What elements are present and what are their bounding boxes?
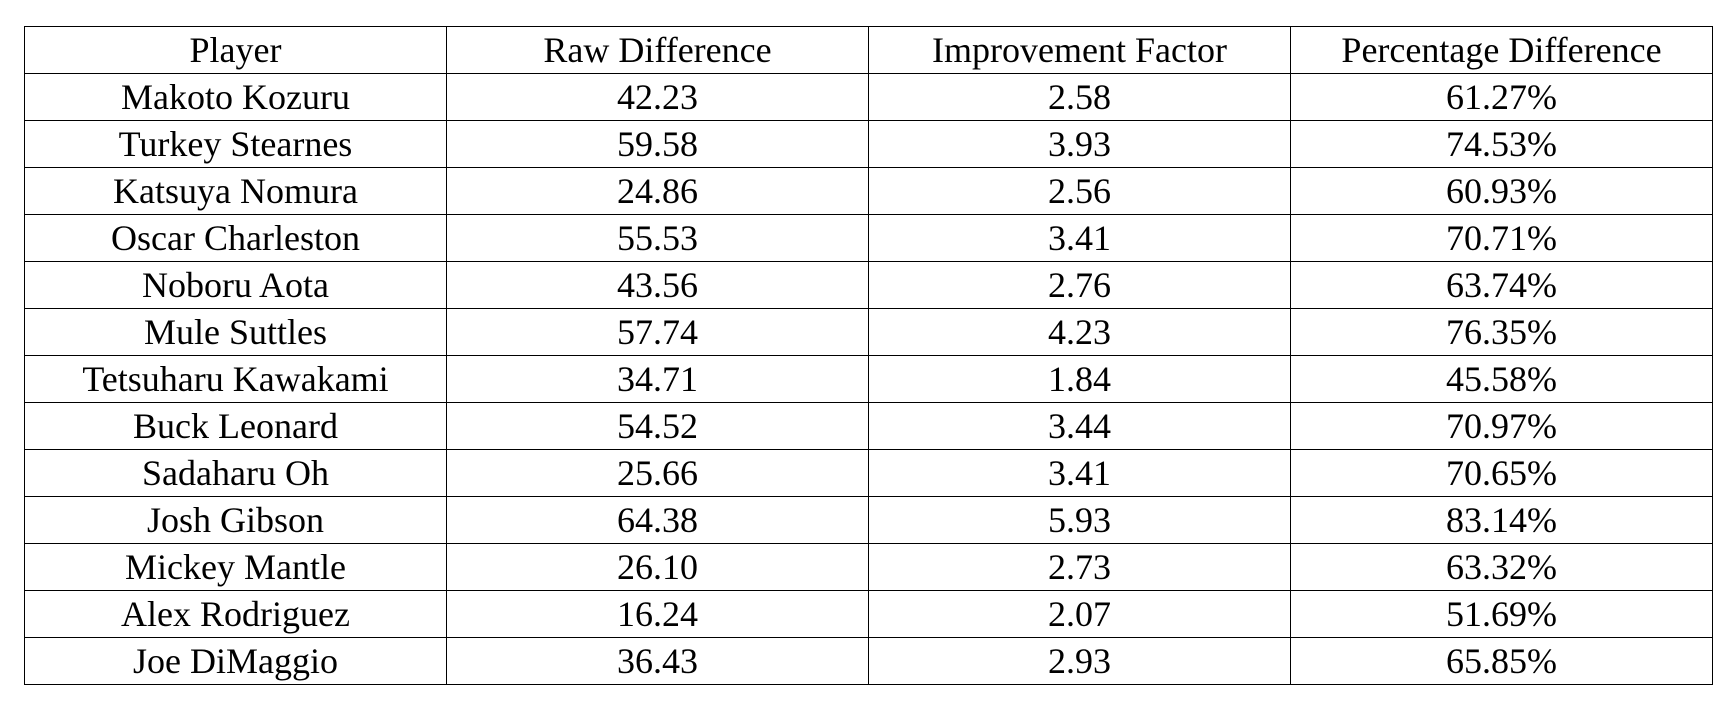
player-cell: Tetsuharu Kawakami [24,355,447,403]
percentage-difference-cell: 60.93% [1290,167,1713,215]
table-row: Oscar Charleston 55.53 3.41 70.71% [24,214,1713,262]
player-cell: Alex Rodriguez [24,590,447,638]
raw-difference-cell: 55.53 [446,214,869,262]
table-container: Player Raw Difference Improvement Factor… [24,26,1713,685]
improvement-factor-cell: 2.07 [868,590,1291,638]
player-cell: Joe DiMaggio [24,637,447,685]
table-row: Turkey Stearnes 59.58 3.93 74.53% [24,120,1713,168]
player-cell: Katsuya Nomura [24,167,447,215]
raw-difference-cell: 26.10 [446,543,869,591]
table-row: Mickey Mantle 26.10 2.73 63.32% [24,543,1713,591]
percentage-difference-cell: 51.69% [1290,590,1713,638]
table-row: Joe DiMaggio 36.43 2.93 65.85% [24,637,1713,685]
header-row: Player Raw Difference Improvement Factor… [24,26,1713,74]
percentage-difference-cell: 74.53% [1290,120,1713,168]
percentage-difference-cell: 76.35% [1290,308,1713,356]
percentage-difference-cell: 70.71% [1290,214,1713,262]
percentage-difference-cell: 63.74% [1290,261,1713,309]
percentage-difference-cell: 70.97% [1290,402,1713,450]
player-stats-table: Player Raw Difference Improvement Factor… [24,26,1713,685]
player-cell: Oscar Charleston [24,214,447,262]
improvement-factor-cell: 2.58 [868,73,1291,121]
improvement-factor-cell: 2.56 [868,167,1291,215]
raw-difference-cell: 64.38 [446,496,869,544]
percentage-difference-cell: 70.65% [1290,449,1713,497]
table-row: Tetsuharu Kawakami 34.71 1.84 45.58% [24,355,1713,403]
improvement-factor-cell: 3.93 [868,120,1291,168]
header-raw-difference: Raw Difference [446,26,869,74]
improvement-factor-cell: 1.84 [868,355,1291,403]
improvement-factor-cell: 3.41 [868,449,1291,497]
raw-difference-cell: 16.24 [446,590,869,638]
raw-difference-cell: 42.23 [446,73,869,121]
improvement-factor-cell: 5.93 [868,496,1291,544]
improvement-factor-cell: 4.23 [868,308,1291,356]
table-row: Alex Rodriguez 16.24 2.07 51.69% [24,590,1713,638]
raw-difference-cell: 54.52 [446,402,869,450]
header-percentage-difference: Percentage Difference [1290,26,1713,74]
table-header: Player Raw Difference Improvement Factor… [24,26,1713,74]
raw-difference-cell: 43.56 [446,261,869,309]
table-row: Makoto Kozuru 42.23 2.58 61.27% [24,73,1713,121]
raw-difference-cell: 25.66 [446,449,869,497]
table-row: Katsuya Nomura 24.86 2.56 60.93% [24,167,1713,215]
table-row: Mule Suttles 57.74 4.23 76.35% [24,308,1713,356]
table-row: Sadaharu Oh 25.66 3.41 70.65% [24,449,1713,497]
table-row: Josh Gibson 64.38 5.93 83.14% [24,496,1713,544]
raw-difference-cell: 34.71 [446,355,869,403]
player-cell: Josh Gibson [24,496,447,544]
improvement-factor-cell: 2.73 [868,543,1291,591]
player-cell: Buck Leonard [24,402,447,450]
header-improvement-factor: Improvement Factor [868,26,1291,74]
table-body: Makoto Kozuru 42.23 2.58 61.27% Turkey S… [24,73,1713,685]
table-row: Buck Leonard 54.52 3.44 70.97% [24,402,1713,450]
percentage-difference-cell: 65.85% [1290,637,1713,685]
table-row: Noboru Aota 43.56 2.76 63.74% [24,261,1713,309]
percentage-difference-cell: 63.32% [1290,543,1713,591]
player-cell: Makoto Kozuru [24,73,447,121]
percentage-difference-cell: 45.58% [1290,355,1713,403]
raw-difference-cell: 24.86 [446,167,869,215]
player-cell: Noboru Aota [24,261,447,309]
percentage-difference-cell: 61.27% [1290,73,1713,121]
player-cell: Turkey Stearnes [24,120,447,168]
percentage-difference-cell: 83.14% [1290,496,1713,544]
improvement-factor-cell: 3.41 [868,214,1291,262]
player-cell: Mule Suttles [24,308,447,356]
player-cell: Mickey Mantle [24,543,447,591]
improvement-factor-cell: 3.44 [868,402,1291,450]
raw-difference-cell: 59.58 [446,120,869,168]
improvement-factor-cell: 2.76 [868,261,1291,309]
header-player: Player [24,26,447,74]
improvement-factor-cell: 2.93 [868,637,1291,685]
player-cell: Sadaharu Oh [24,449,447,497]
raw-difference-cell: 36.43 [446,637,869,685]
raw-difference-cell: 57.74 [446,308,869,356]
